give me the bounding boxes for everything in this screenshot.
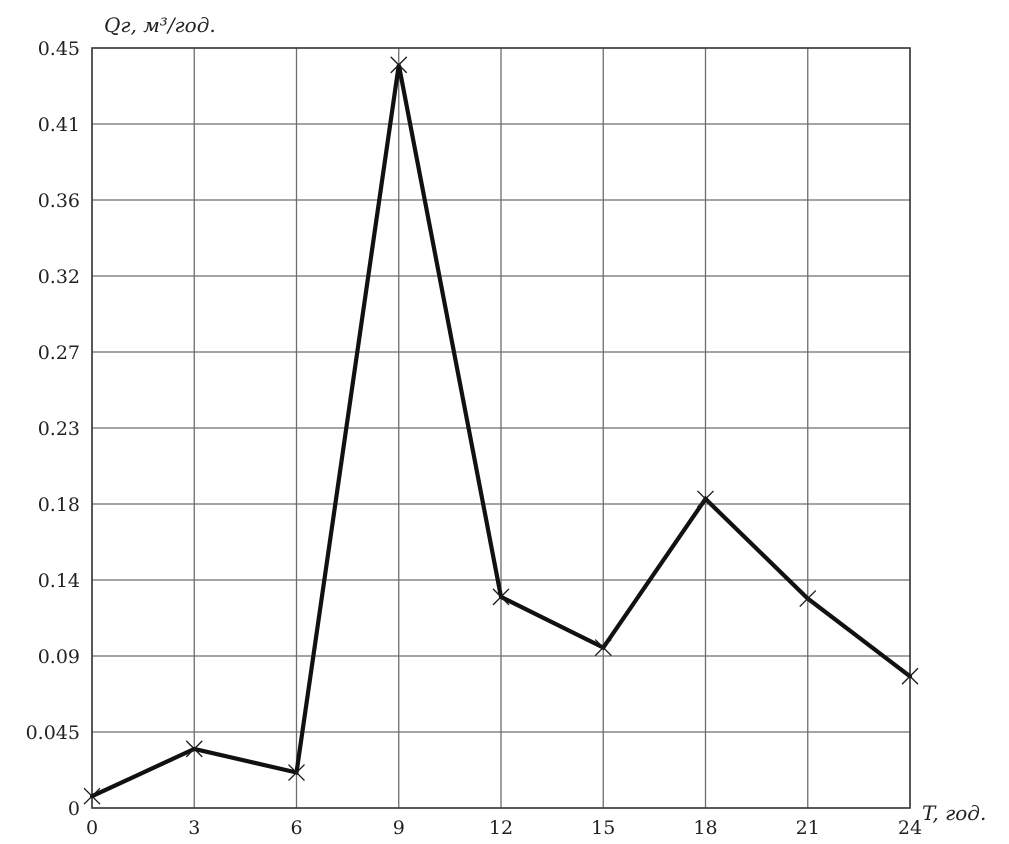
data-point-marker [492, 588, 510, 606]
y-tick-label: 0 [68, 798, 80, 820]
data-point-marker [901, 667, 919, 685]
y-tick-label: 0.23 [38, 418, 80, 440]
y-tick-label: 0.36 [38, 190, 80, 212]
data-point-marker [594, 639, 612, 657]
y-tick-label: 0.09 [38, 646, 80, 668]
y-tick-label: 0.14 [38, 570, 80, 592]
x-tick-label: 21 [796, 817, 820, 839]
x-tick-label: 15 [591, 817, 615, 839]
y-tick-labels: 0 0.045 0.09 0.14 0.18 0.23 0.27 0.32 0.36 0.41 0.… [26, 38, 80, 820]
x-tick-labels: 0 3 6 9 12 15 18 21 24 [86, 817, 922, 839]
x-tick-label: 0 [86, 817, 98, 839]
x-axis-label: T, год. [922, 801, 986, 825]
x-tick-label: 6 [290, 817, 302, 839]
y-axis-label: Qг, м³/год. [104, 13, 216, 37]
x-tick-label: 24 [898, 817, 922, 839]
data-point-marker [799, 590, 817, 608]
y-tick-label: 0.45 [38, 38, 80, 60]
y-tick-label: 0.18 [38, 494, 80, 516]
y-tick-label: 0.045 [26, 722, 80, 744]
data-point-marker [390, 56, 408, 74]
y-tick-label: 0.41 [38, 114, 80, 136]
data-point-marker [697, 490, 714, 508]
data-point-marker [185, 740, 203, 758]
grid [91, 47, 911, 809]
plot-frame [91, 47, 911, 809]
x-tick-label: 3 [188, 817, 200, 839]
data-point-marker [83, 787, 101, 805]
x-tick-label: 12 [489, 817, 513, 839]
y-tick-label: 0.27 [38, 342, 80, 364]
x-tick-label: 9 [393, 817, 405, 839]
x-tick-label: 18 [693, 817, 717, 839]
data-point-marker [288, 764, 305, 781]
y-tick-label: 0.32 [38, 266, 80, 288]
series-layer [83, 56, 919, 805]
